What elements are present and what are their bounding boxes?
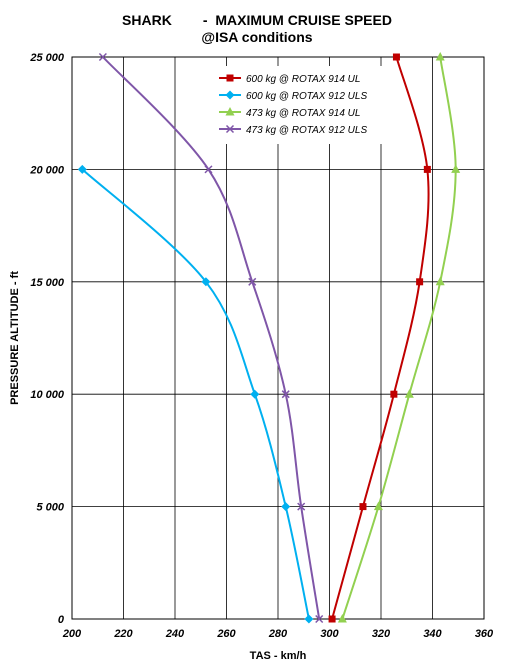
data-point	[404, 389, 414, 398]
legend-item: 600 kg @ ROTAX 912 ULS	[219, 90, 367, 102]
legend-marker	[225, 90, 235, 100]
chart-title: SHARK - MAXIMUM CRUISE SPEED	[122, 12, 392, 28]
series-line	[81, 168, 310, 620]
legend-label: 473 kg @ ROTAX 912 ULS	[246, 125, 367, 136]
y-tick-label: 15 000	[30, 277, 65, 289]
data-point	[77, 164, 87, 174]
y-tick-label: 20 000	[29, 164, 65, 176]
legend-label: 600 kg @ ROTAX 912 ULS	[246, 91, 367, 102]
series-1	[328, 53, 431, 623]
legend-marker	[225, 107, 235, 116]
legend-item: 473 kg @ ROTAX 912 ULS	[219, 124, 367, 136]
series-line	[331, 56, 430, 620]
data-point	[304, 614, 314, 624]
x-tick-label: 220	[113, 628, 133, 640]
legend: 600 kg @ ROTAX 914 UL 600 kg @ ROTAX 912 …	[213, 66, 385, 144]
data-point	[423, 165, 431, 173]
data-point	[250, 389, 260, 399]
chart-subtitle: @ISA conditions	[201, 29, 313, 45]
data-point	[281, 390, 290, 399]
data-point	[337, 614, 347, 623]
x-tick-label: 260	[216, 628, 236, 640]
legend-item: 473 kg @ ROTAX 914 UL	[219, 107, 360, 119]
y-tick-label: 0	[58, 614, 65, 626]
series-line	[102, 56, 321, 620]
series-2	[77, 164, 314, 624]
data-point	[328, 615, 336, 623]
legend-label: 600 kg @ ROTAX 914 UL	[246, 74, 360, 85]
y-axis-label: PRESSURE ALTITUDE - ft	[9, 271, 21, 405]
data-point	[416, 278, 424, 286]
series-layer	[77, 52, 461, 624]
legend-marker	[225, 124, 235, 134]
x-tick-label: 360	[475, 628, 494, 640]
data-point	[248, 277, 257, 286]
series-line	[341, 56, 457, 620]
data-point	[359, 503, 367, 511]
data-point	[392, 53, 400, 61]
plot-frame	[71, 56, 485, 620]
data-point	[451, 164, 461, 173]
data-point	[297, 502, 306, 511]
y-tick-label: 5 000	[36, 502, 64, 514]
data-point	[435, 52, 445, 61]
legend-item: 600 kg @ ROTAX 914 UL	[219, 74, 360, 85]
series-4	[98, 52, 324, 624]
x-axis-label: TAS - km/h	[250, 650, 307, 662]
y-tick-label: 10 000	[30, 389, 65, 401]
y-axis-ticks: 0 5 000 10 000 15 000 20 000 25 000	[29, 52, 65, 626]
legend-box	[213, 66, 385, 144]
y-tick-label: 25 000	[29, 52, 65, 64]
data-point	[390, 390, 398, 398]
data-point	[98, 52, 107, 62]
x-tick-label: 200	[62, 628, 82, 640]
data-point	[281, 502, 291, 512]
x-tick-label: 240	[165, 628, 185, 640]
data-point	[204, 165, 213, 174]
data-point	[373, 501, 383, 511]
x-tick-label: 340	[423, 628, 442, 640]
x-axis-ticks: 200 220 240 260 280 300 320 340 360	[62, 628, 494, 640]
series-3	[337, 52, 461, 623]
legend-label: 473 kg @ ROTAX 914 UL	[246, 108, 360, 119]
data-point	[315, 614, 324, 624]
x-tick-label: 320	[372, 628, 391, 640]
legend-marker	[226, 74, 234, 82]
x-tick-label: 300	[320, 628, 339, 640]
data-point	[435, 276, 445, 286]
x-tick-label: 280	[268, 628, 288, 640]
data-point	[201, 277, 211, 287]
